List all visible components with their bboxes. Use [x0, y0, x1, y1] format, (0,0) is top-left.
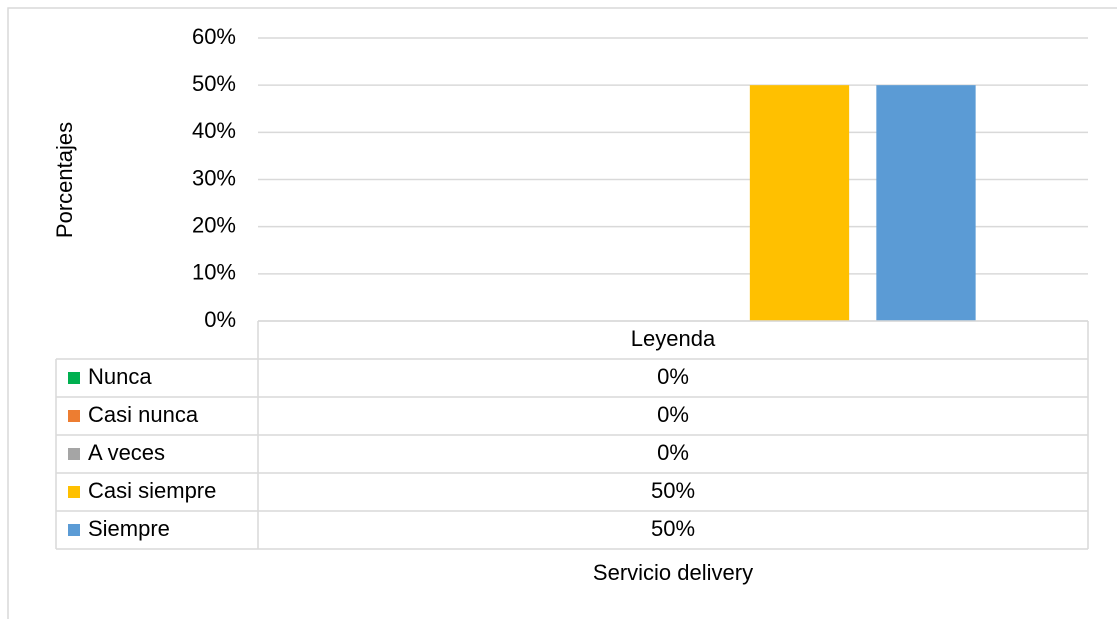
- table-header: Leyenda: [631, 326, 716, 351]
- x-axis-title: Servicio delivery: [593, 560, 753, 585]
- legend-label: A veces: [88, 440, 165, 465]
- legend-key: [68, 486, 80, 498]
- y-tick-label: 40%: [192, 118, 236, 143]
- table-value: 0%: [657, 364, 689, 389]
- y-tick-label: 20%: [192, 212, 236, 237]
- legend-label: Casi siempre: [88, 478, 216, 503]
- legend-label: Casi nunca: [88, 402, 199, 427]
- y-tick-label: 30%: [192, 165, 236, 190]
- y-tick-label: 0%: [204, 307, 236, 332]
- chart-border: [7, 7, 1117, 619]
- bar: [749, 85, 850, 322]
- y-tick-label: 50%: [192, 71, 236, 96]
- table-value: 50%: [651, 516, 695, 541]
- legend-key: [68, 524, 80, 536]
- legend-key: [68, 372, 80, 384]
- legend-key: [68, 448, 80, 460]
- y-tick-label: 10%: [192, 260, 236, 285]
- legend-key: [68, 410, 80, 422]
- y-axis-title: Porcentajes: [52, 122, 77, 238]
- legend-label: Siempre: [88, 516, 170, 541]
- y-tick-label: 60%: [192, 24, 236, 49]
- table-value: 0%: [657, 402, 689, 427]
- table-value: 0%: [657, 440, 689, 465]
- legend-label: Nunca: [88, 364, 152, 389]
- bar: [876, 85, 976, 322]
- table-value: 50%: [651, 478, 695, 503]
